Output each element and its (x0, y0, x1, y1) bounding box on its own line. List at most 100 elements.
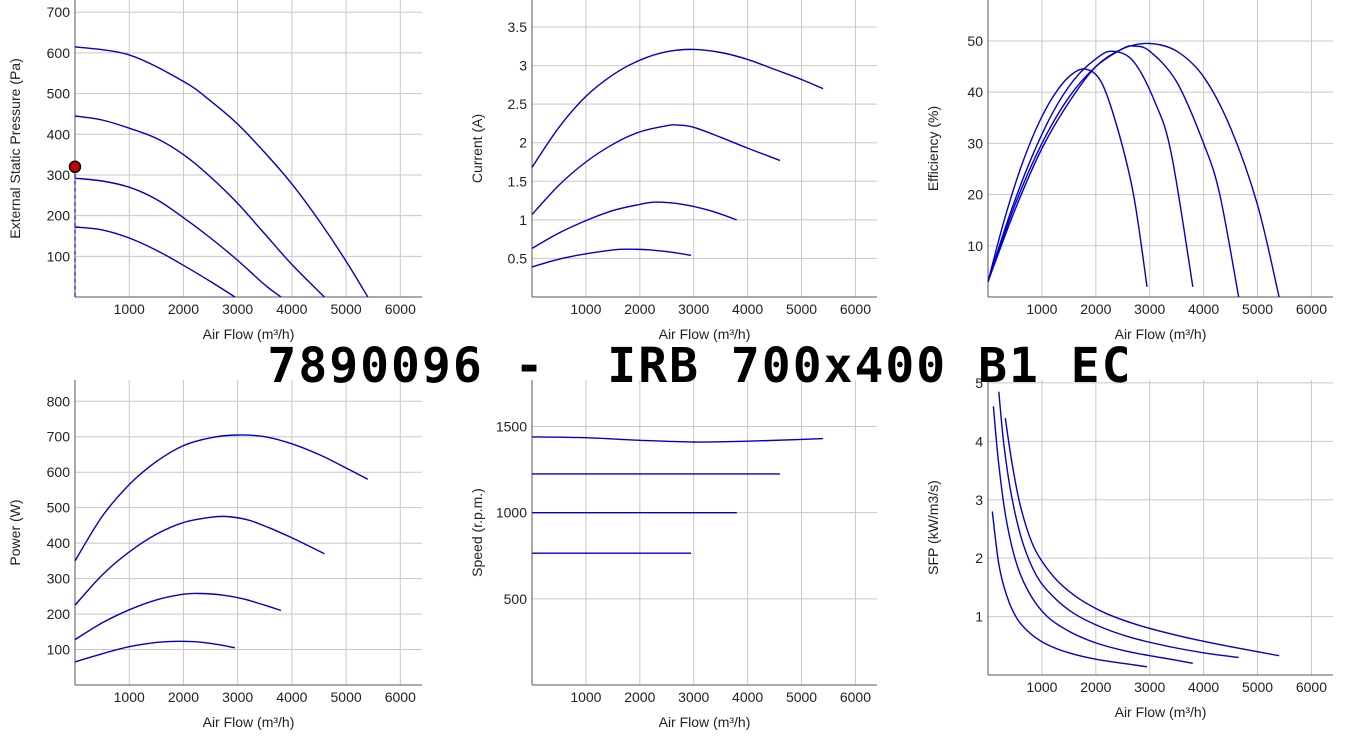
x-tick-label: 1000 (114, 689, 145, 705)
chart-sfp: 1000 2000 3000 4000 5000 6000 1 2 3 4 5 Air Flow (m… (925, 375, 1333, 720)
curve-sfp-3 (992, 406, 1193, 664)
x-tick-label: 4000 (276, 301, 307, 317)
y-axis-title: SFP (kW/m3/s) (925, 480, 941, 575)
y-tick-label: 300 (47, 167, 71, 183)
y-tick-label: 1000 (496, 505, 527, 521)
curve-power-2 (74, 515, 325, 606)
x-tick-label: 3000 (222, 301, 253, 317)
x-tick-label: 2000 (168, 301, 199, 317)
x-axis-title: Air Flow (m³/h) (203, 714, 295, 730)
x-tick-label: 3000 (1134, 301, 1165, 317)
x-tick-label: 3000 (678, 689, 709, 705)
y-tick-label: 5 (975, 375, 983, 391)
chart-speed: 1000 2000 3000 4000 5000 6000 500 1000 1500 Air F… (469, 380, 877, 730)
curve-sfp-2 (998, 391, 1239, 659)
x-tick-label: 6000 (1296, 301, 1327, 317)
y-tick-label: 200 (47, 208, 71, 224)
x-tick-label: 4000 (1188, 301, 1219, 317)
x-tick-label: 6000 (840, 301, 871, 317)
chart-power: 1000 2000 3000 4000 5000 6000 100 200 300 400 500 6… (7, 380, 422, 730)
x-tick-label: 4000 (732, 301, 763, 317)
x-tick-label: 2000 (168, 689, 199, 705)
curve-sfp-4 (991, 511, 1148, 668)
product-title: 7890096 - IRB 700x400 B1 EC (267, 338, 1133, 394)
y-tick-label: 3 (519, 58, 527, 74)
x-tick-label: 6000 (840, 689, 871, 705)
y-axis-title: Efficiency (%) (925, 106, 941, 191)
curve-current-3 (531, 201, 738, 250)
curve-pressure-4 (74, 226, 236, 298)
y-tick-label: 1 (975, 609, 983, 625)
x-tick-label: 2000 (1080, 301, 1111, 317)
y-axis-title: Current (A) (469, 114, 485, 183)
y-tick-label: 400 (47, 126, 71, 142)
x-axis-title: Air Flow (m³/h) (1115, 326, 1207, 342)
x-tick-label: 2000 (624, 689, 655, 705)
x-tick-label: 2000 (624, 301, 655, 317)
curve-current-1 (531, 48, 824, 168)
chart-current: 1000 2000 3000 4000 5000 6000 0.5 1 1.5 2 2.5 3 3.5 A… (469, 0, 877, 342)
curve-power-1 (74, 434, 369, 562)
y-tick-label: 1.5 (508, 173, 528, 189)
curve-efficiency-1 (987, 42, 1280, 298)
x-tick-label: 5000 (1242, 679, 1273, 695)
x-tick-label: 5000 (786, 301, 817, 317)
y-tick-label: 200 (47, 606, 71, 622)
y-tick-label: 3.5 (508, 19, 528, 35)
y-tick-label: 20 (967, 187, 983, 203)
x-tick-label: 6000 (385, 301, 416, 317)
x-tick-label: 1000 (1026, 301, 1057, 317)
y-axis-title: Speed (r.p.m.) (469, 488, 485, 577)
x-axis-title: Air Flow (m³/h) (1115, 704, 1207, 720)
x-tick-label: 1000 (1026, 679, 1057, 695)
y-tick-label: 4 (975, 433, 983, 449)
y-tick-label: 2 (519, 135, 527, 151)
y-tick-label: 50 (967, 33, 983, 49)
x-tick-label: 5000 (331, 301, 362, 317)
x-tick-label: 4000 (1188, 679, 1219, 695)
y-axis-title: External Static Pressure (Pa) (7, 58, 23, 239)
curve-pressure-3 (74, 177, 282, 298)
y-tick-label: 2 (975, 550, 983, 566)
y-tick-label: 500 (47, 500, 71, 516)
y-tick-label: 800 (47, 393, 71, 409)
y-tick-label: 500 (47, 86, 71, 102)
y-tick-label: 500 (504, 591, 528, 607)
operating-point-marker[interactable] (68, 160, 82, 174)
y-tick-label: 300 (47, 571, 71, 587)
x-tick-label: 3000 (222, 689, 253, 705)
x-tick-label: 1000 (114, 301, 145, 317)
x-tick-label: 5000 (786, 689, 817, 705)
x-tick-label: 5000 (1242, 301, 1273, 317)
curve-speed-1 (531, 436, 824, 443)
x-tick-label: 4000 (732, 689, 763, 705)
chart-efficiency: 1000 2000 3000 4000 5000 6000 10 20 30 40 50 Air Fl… (925, 0, 1333, 342)
x-tick-label: 6000 (385, 689, 416, 705)
y-tick-label: 1500 (496, 419, 527, 435)
curve-current-4 (531, 248, 692, 268)
x-axis-title: Air Flow (m³/h) (659, 714, 751, 730)
curve-current-2 (531, 124, 781, 215)
y-tick-label: 100 (47, 248, 71, 264)
x-tick-label: 3000 (678, 301, 709, 317)
y-tick-label: 30 (967, 135, 983, 151)
y-axis-title: Power (W) (7, 499, 23, 565)
y-tick-label: 600 (47, 45, 71, 61)
y-tick-label: 600 (47, 464, 71, 480)
y-tick-label: 40 (967, 84, 983, 100)
y-tick-label: 100 (47, 642, 71, 658)
y-tick-label: 0.5 (508, 250, 528, 266)
y-tick-label: 10 (967, 238, 983, 254)
x-tick-label: 3000 (1134, 679, 1165, 695)
curve-pressure-1 (74, 46, 369, 298)
curve-pressure-2 (74, 115, 325, 298)
curve-power-3 (74, 592, 282, 641)
x-tick-label: 5000 (331, 689, 362, 705)
y-tick-label: 700 (47, 429, 71, 445)
y-tick-label: 1 (519, 212, 527, 228)
y-tick-label: 2.5 (508, 96, 528, 112)
x-axis-title: Air Flow (m³/h) (203, 326, 295, 342)
x-tick-label: 4000 (276, 689, 307, 705)
y-tick-label: 3 (975, 492, 983, 508)
